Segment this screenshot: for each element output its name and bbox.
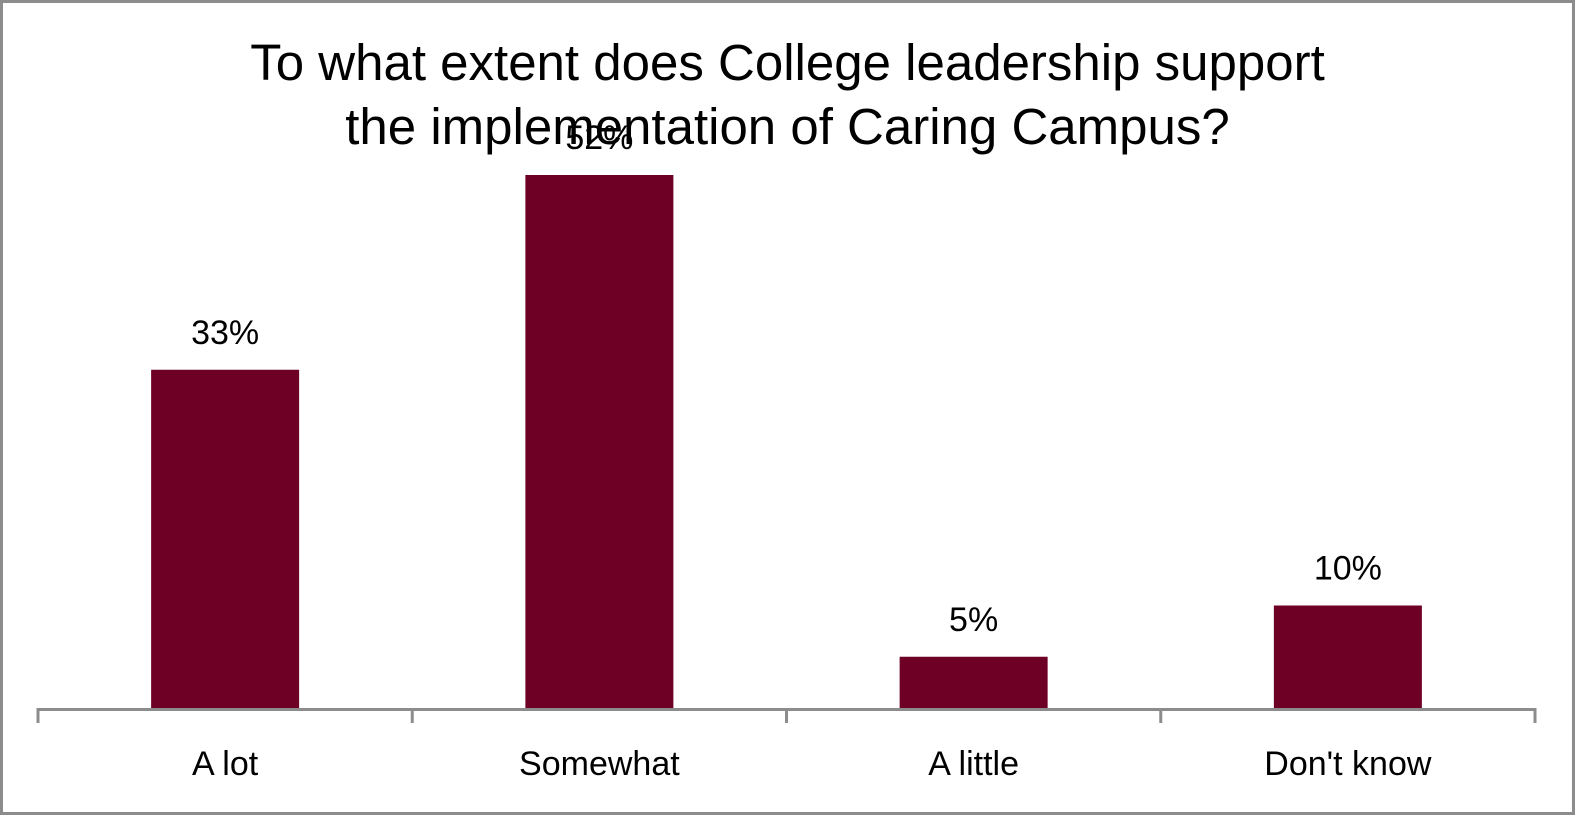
bar-a-little	[899, 656, 1048, 708]
bar-a-lot	[151, 369, 300, 708]
data-label: 52%	[565, 119, 633, 157]
x-tick-label: Somewhat	[519, 745, 680, 783]
data-label: 33%	[191, 314, 259, 352]
x-tick-label: A lot	[192, 745, 259, 783]
chart-title: To what extent does College leadership s…	[3, 31, 1572, 159]
data-label: 5%	[949, 601, 998, 639]
x-tick-label: A little	[928, 745, 1019, 783]
data-label: 10%	[1314, 550, 1382, 588]
bar-don-t-know	[1273, 605, 1422, 708]
chart-plot-area: 33% 52% 5% 10% A lot Somewhat A little Don't kn…	[36, 119, 1537, 783]
x-tick-label: Don't know	[1264, 745, 1432, 783]
chart-title-line: the implementation of Caring Campus?	[345, 98, 1230, 155]
chart-title-line: To what extent does College leadership s…	[250, 34, 1325, 91]
bar-somewhat	[525, 175, 674, 708]
